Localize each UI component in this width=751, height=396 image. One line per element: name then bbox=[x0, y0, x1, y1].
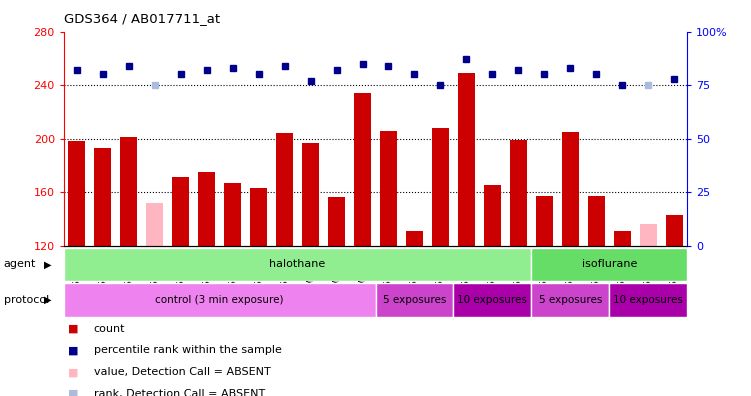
Bar bbox=[64, 283, 376, 317]
Text: control (3 min exposure): control (3 min exposure) bbox=[155, 295, 284, 305]
Bar bbox=[609, 283, 687, 317]
Bar bbox=[510, 140, 526, 246]
Bar bbox=[484, 185, 501, 246]
Bar bbox=[454, 283, 532, 317]
Text: ■: ■ bbox=[68, 367, 78, 377]
Text: ▶: ▶ bbox=[44, 259, 51, 269]
Text: protocol: protocol bbox=[4, 295, 49, 305]
Text: ■: ■ bbox=[68, 324, 78, 334]
Bar bbox=[225, 183, 241, 246]
Bar bbox=[432, 128, 449, 246]
Text: GDS364 / AB017711_at: GDS364 / AB017711_at bbox=[64, 12, 220, 25]
Text: 10 exposures: 10 exposures bbox=[614, 295, 683, 305]
Bar bbox=[380, 131, 397, 246]
Text: agent: agent bbox=[4, 259, 36, 269]
Text: value, Detection Call = ABSENT: value, Detection Call = ABSENT bbox=[94, 367, 270, 377]
Bar bbox=[458, 73, 475, 246]
Bar bbox=[146, 203, 163, 246]
Text: ■: ■ bbox=[68, 345, 78, 356]
Bar bbox=[64, 248, 532, 281]
Text: count: count bbox=[94, 324, 125, 334]
Text: rank, Detection Call = ABSENT: rank, Detection Call = ABSENT bbox=[94, 389, 265, 396]
Bar bbox=[640, 224, 656, 246]
Bar bbox=[95, 148, 111, 246]
Text: 5 exposures: 5 exposures bbox=[538, 295, 602, 305]
Bar bbox=[406, 231, 423, 246]
Bar bbox=[665, 215, 683, 246]
Bar bbox=[302, 143, 319, 246]
Bar bbox=[614, 231, 631, 246]
Bar bbox=[376, 283, 454, 317]
Text: 5 exposures: 5 exposures bbox=[383, 295, 446, 305]
Text: halothane: halothane bbox=[270, 259, 326, 269]
Text: percentile rank within the sample: percentile rank within the sample bbox=[94, 345, 282, 356]
Bar bbox=[588, 196, 605, 246]
Bar bbox=[276, 133, 293, 246]
Bar bbox=[354, 93, 371, 246]
Text: isoflurane: isoflurane bbox=[581, 259, 637, 269]
Bar bbox=[68, 141, 86, 246]
Bar bbox=[120, 137, 137, 246]
Bar bbox=[532, 248, 687, 281]
Text: ▶: ▶ bbox=[44, 295, 51, 305]
Bar bbox=[536, 196, 553, 246]
Text: ■: ■ bbox=[68, 389, 78, 396]
Bar bbox=[198, 172, 215, 246]
Bar bbox=[328, 197, 345, 246]
Text: 10 exposures: 10 exposures bbox=[457, 295, 527, 305]
Bar bbox=[562, 132, 579, 246]
Bar bbox=[172, 177, 189, 246]
Bar bbox=[250, 188, 267, 246]
Bar bbox=[532, 283, 609, 317]
